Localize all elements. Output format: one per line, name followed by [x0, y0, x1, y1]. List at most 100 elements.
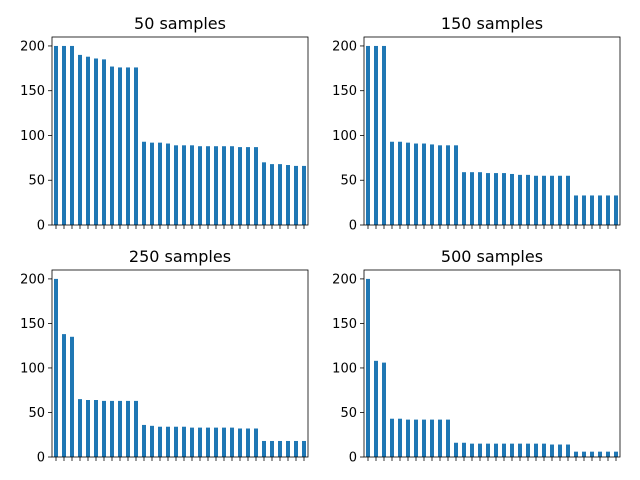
- y-tick-label: 50: [28, 174, 45, 189]
- bar: [174, 426, 178, 457]
- bar: [454, 145, 458, 225]
- bar: [414, 143, 418, 225]
- bar: [398, 141, 402, 225]
- bar: [542, 443, 546, 457]
- y-tick-label: 150: [20, 317, 45, 332]
- bar: [86, 400, 90, 457]
- bar: [118, 400, 122, 457]
- y-tick-label: 0: [37, 219, 45, 234]
- bar: [446, 419, 450, 457]
- bar: [534, 175, 538, 225]
- y-tick-label: 50: [28, 406, 45, 421]
- bar: [230, 427, 234, 457]
- bar: [422, 143, 426, 225]
- bar: [222, 146, 226, 225]
- y-tick-label: 0: [349, 451, 357, 466]
- bar: [414, 419, 418, 457]
- bar: [158, 142, 162, 225]
- bar: [190, 427, 194, 457]
- bar: [174, 145, 178, 225]
- bar: [422, 419, 426, 457]
- bar: [198, 146, 202, 225]
- y-tick-label: 50: [340, 406, 357, 421]
- y-tick-label: 200: [20, 39, 45, 54]
- subplot-title: 500 samples: [441, 247, 543, 266]
- subplot-4: 500 samples 0 50 100 150 200: [332, 247, 621, 466]
- bar: [574, 195, 578, 225]
- bar: [222, 427, 226, 457]
- bar: [550, 175, 554, 225]
- bar: [54, 278, 58, 457]
- bar: [598, 451, 602, 457]
- bar: [550, 444, 554, 457]
- subplot-title: 150 samples: [441, 14, 543, 33]
- bar: [606, 195, 610, 225]
- bar: [246, 428, 250, 457]
- bar: [518, 443, 522, 457]
- bar: [574, 451, 578, 457]
- bar: [294, 440, 298, 457]
- bar: [254, 147, 258, 225]
- bar: [182, 145, 186, 225]
- bar: [598, 195, 602, 225]
- axes-frame: [51, 36, 309, 226]
- bar: [382, 45, 386, 226]
- bar: [78, 399, 82, 457]
- bar: [558, 175, 562, 225]
- bar: [110, 66, 114, 225]
- bar: [262, 162, 266, 225]
- y-tick-label: 150: [20, 84, 45, 99]
- bar: [510, 443, 514, 457]
- bar: [502, 173, 506, 225]
- y-tick-label: 200: [20, 272, 45, 287]
- bar: [494, 443, 498, 457]
- y-tick-label: 100: [20, 129, 45, 144]
- bar: [110, 400, 114, 457]
- bar: [526, 443, 530, 457]
- subplot-2: 150 samples 0 50 100 150 200: [332, 14, 621, 234]
- bar: [406, 419, 410, 457]
- bar: [542, 175, 546, 225]
- bar: [102, 59, 106, 225]
- bar: [134, 400, 138, 457]
- bar: [62, 334, 66, 457]
- bar: [462, 442, 466, 457]
- bar: [70, 45, 74, 226]
- subplot-3: 250 samples 0 50 100 150 200: [20, 247, 309, 466]
- y-tick-label: 150: [332, 84, 357, 99]
- bar: [278, 164, 282, 225]
- bar: [94, 400, 98, 457]
- y-tick-label: 0: [37, 451, 45, 466]
- bar: [86, 56, 90, 226]
- bar: [70, 336, 74, 457]
- bar: [238, 428, 242, 457]
- bar: [286, 440, 290, 457]
- bar: [150, 425, 154, 457]
- bar: [246, 147, 250, 225]
- bar: [478, 172, 482, 225]
- bar: [270, 164, 274, 225]
- bar: [214, 427, 218, 457]
- bar: [134, 67, 138, 225]
- bar: [590, 195, 594, 225]
- bar: [166, 426, 170, 457]
- subplot-title: 50 samples: [134, 14, 226, 33]
- bar: [390, 141, 394, 225]
- bar: [614, 195, 618, 225]
- y-tick-label: 50: [340, 174, 357, 189]
- y-tick-label: 200: [332, 272, 357, 287]
- bar: [374, 360, 378, 457]
- bar: [366, 278, 370, 457]
- bar: [126, 400, 130, 457]
- bar: [206, 427, 210, 457]
- bar: [294, 165, 298, 225]
- bar: [566, 444, 570, 457]
- bar: [102, 400, 106, 457]
- bar: [438, 419, 442, 457]
- bar: [214, 146, 218, 225]
- bar: [398, 418, 402, 457]
- bar: [182, 426, 186, 457]
- bar: [166, 143, 170, 225]
- bar: [302, 165, 306, 225]
- bar: [118, 67, 122, 225]
